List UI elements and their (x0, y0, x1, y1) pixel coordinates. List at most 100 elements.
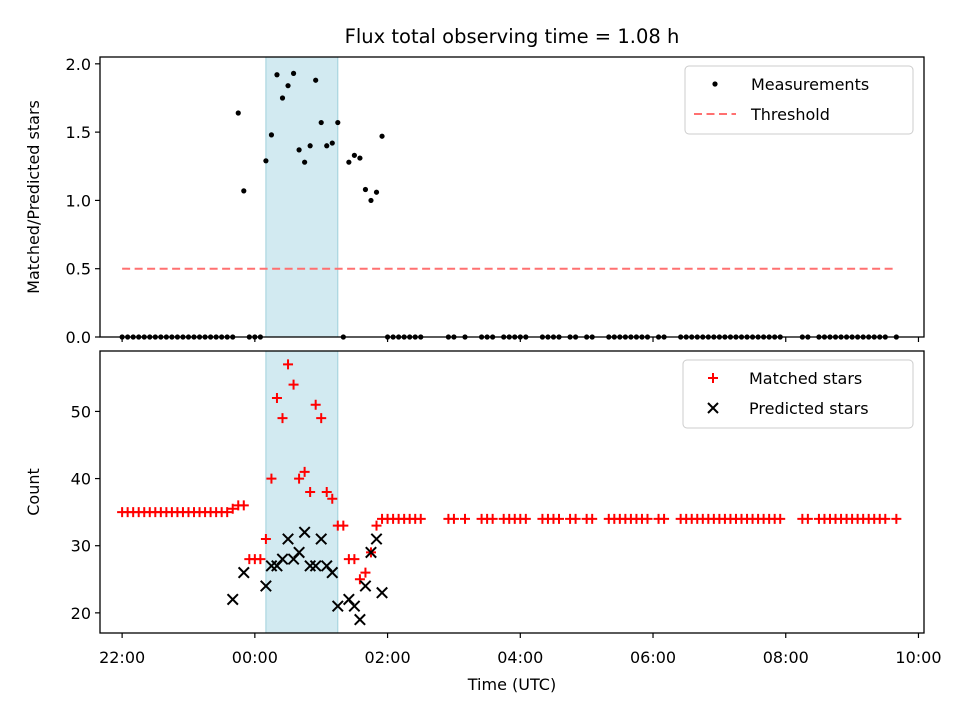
matched-star-marker (227, 503, 238, 514)
matched-star-marker (659, 513, 670, 524)
x-axis-label: Time (UTC) (467, 675, 556, 694)
matched-star-marker (310, 399, 321, 410)
measurement-point (335, 119, 341, 126)
predicted-star-marker (293, 546, 305, 559)
chart-title: Flux total observing time = 1.08 h (345, 25, 680, 48)
matched-star-marker (271, 393, 282, 403)
measurement-point (379, 133, 385, 139)
y-tick-label: 40 (71, 470, 91, 489)
legend-label: Measurements (751, 75, 869, 94)
predicted-star-marker (259, 580, 272, 592)
x-tick-label: 06:00 (630, 648, 676, 667)
matched-star-marker (587, 513, 598, 524)
measurement-point (307, 143, 313, 149)
matched-star-marker (880, 513, 891, 524)
matched-star-marker (283, 359, 294, 370)
measurement-point (346, 159, 352, 165)
predicted-star-marker (359, 580, 372, 592)
matched-star-marker (288, 379, 299, 390)
matched-star-marker (266, 473, 277, 484)
y-tick-label: 2.0 (66, 55, 91, 74)
matched-star-marker (354, 574, 365, 585)
predicted-star-marker (376, 586, 388, 599)
matched-star-marker (277, 413, 288, 424)
x-tick-label: 10:00 (895, 648, 941, 667)
matched-star-marker (305, 487, 316, 497)
measurement-point (296, 147, 302, 153)
matched-star-marker (260, 534, 271, 544)
plot-frame (99, 350, 925, 634)
plot-frame (99, 56, 925, 338)
legend-label: Threshold (750, 105, 830, 124)
predicted-star-marker (309, 559, 322, 572)
y-tick-label: 1.0 (66, 191, 91, 210)
y-axis-label: Count (24, 468, 43, 516)
legend-marker-predicted (707, 402, 719, 414)
predicted-star-marker (326, 566, 339, 579)
matched-star-marker (238, 500, 249, 511)
measurement-point (368, 197, 374, 204)
matched-star-marker (570, 513, 581, 524)
matched-star-marker (415, 513, 426, 524)
predicted-star-marker (226, 593, 239, 606)
observing-window-span (265, 56, 339, 338)
matched-star-marker (338, 520, 349, 531)
y-tick-label: 50 (71, 402, 91, 421)
measurement-point (274, 72, 280, 78)
y-tick-label: 0.5 (66, 260, 91, 279)
x-tick-label: 22:00 (99, 648, 145, 667)
legend-label: Matched stars (749, 369, 862, 388)
measurement-point (279, 95, 286, 101)
y-tick-label: 20 (71, 604, 91, 623)
predicted-star-marker (282, 533, 294, 545)
matched-star-marker (321, 487, 332, 497)
matched-star-marker (327, 493, 338, 504)
measurement-point (235, 110, 241, 116)
matched-star-marker (554, 513, 565, 524)
y-tick-label: 30 (71, 537, 91, 556)
x-tick-label: 04:00 (497, 648, 543, 667)
matched-star-marker (487, 513, 498, 524)
measurement-point (351, 152, 357, 158)
measurement-point (263, 158, 269, 164)
y-axis-label: Matched/Predicted stars (24, 100, 43, 294)
legend-marker-measurements (712, 81, 718, 87)
matched-star-marker (349, 554, 360, 565)
y-tick-label: 1.5 (66, 123, 91, 142)
bottom-panel: 20 30 40 50 22:00 00:00 02:00 04:00 06:00 08:00 10… (24, 350, 942, 694)
matched-star-marker (255, 554, 266, 565)
matched-star-marker (642, 513, 653, 524)
legend-marker-matched (708, 373, 718, 383)
legend-box (682, 359, 914, 429)
predicted-star-marker (348, 600, 361, 613)
measurement-point (313, 77, 319, 83)
measurement-point (329, 140, 335, 146)
measurement-point (302, 159, 308, 165)
x-tick-label: 02:00 (365, 648, 411, 667)
matched-star-marker (371, 520, 382, 531)
measurement-point (357, 155, 363, 161)
legend-box (684, 65, 914, 135)
matched-star-marker (360, 567, 371, 578)
matched-star-marker (316, 413, 327, 424)
y-tick-label: 0.0 (66, 328, 91, 347)
measurement-point (290, 70, 297, 76)
matched-star-marker (299, 466, 310, 477)
measurement-point (285, 83, 291, 89)
predicted-star-marker (365, 546, 377, 559)
top-panel: 0.0 0.5 1.0 1.5 2.0 Matched/Predicted stars Fl… (24, 25, 925, 347)
matched-star-marker (775, 513, 786, 524)
predicted-star-marker (298, 526, 311, 539)
matched-star-marker (448, 513, 459, 524)
matched-star-marker (459, 513, 470, 524)
matched-star-marker (891, 513, 902, 524)
x-tick-label: 08:00 (763, 648, 809, 667)
matched-star-marker (294, 473, 305, 484)
measurement-point (241, 188, 247, 194)
x-tick-label: 00:00 (232, 648, 278, 667)
predicted-star-marker (237, 566, 250, 579)
predicted-star-marker (276, 553, 289, 566)
measurement-point (318, 119, 324, 126)
legend-label: Predicted stars (749, 399, 869, 418)
